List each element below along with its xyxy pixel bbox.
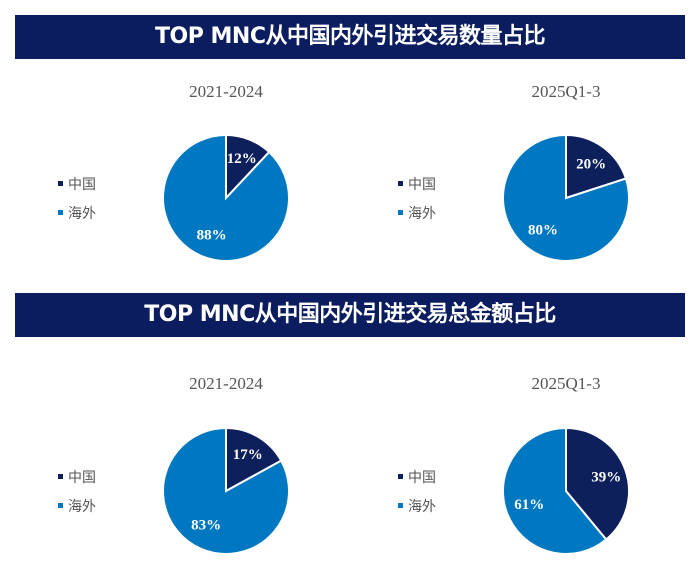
data-label: 61% <box>514 497 544 513</box>
data-label: 39% <box>591 469 621 485</box>
pie-slice-china <box>565 426 630 541</box>
data-label: 12% <box>227 151 257 167</box>
legend-label: 中国 <box>408 176 436 193</box>
pie-slice-overseas <box>502 426 608 555</box>
legend-swatch <box>58 503 63 508</box>
legend-swatch <box>58 181 63 186</box>
legend: 中国 海外 <box>398 462 436 520</box>
legend-label: 海外 <box>68 498 96 515</box>
legend: 中国 海外 <box>398 169 436 227</box>
data-label: 88% <box>197 227 227 243</box>
legend-item: 中国 <box>58 462 96 491</box>
legend: 中国 海外 <box>58 462 96 520</box>
pie-slice-overseas <box>502 133 630 262</box>
legend-swatch <box>398 474 403 479</box>
pie-chart: 17% 83% <box>162 426 290 555</box>
legend: 中国 海外 <box>58 169 96 227</box>
legend-item: 海外 <box>58 198 96 227</box>
pie-slice-overseas <box>162 426 290 555</box>
legend-swatch <box>398 181 403 186</box>
legend-label: 中国 <box>408 469 436 486</box>
legend-item: 中国 <box>398 462 436 491</box>
legend-swatch <box>398 210 403 215</box>
legend-label: 海外 <box>408 498 436 515</box>
pie-chart: 12% 88% <box>162 133 290 262</box>
chart-title: 2025Q1-3 <box>531 82 601 101</box>
section-header-amount: TOP MNC从中国内外引进交易总金额占比 <box>15 293 685 337</box>
section-header-count: TOP MNC从中国内外引进交易数量占比 <box>15 15 685 59</box>
pie-chart: 39% 61% <box>502 426 630 555</box>
legend-item: 海外 <box>58 491 96 520</box>
legend-item: 中国 <box>58 169 96 198</box>
legend-item: 海外 <box>398 491 436 520</box>
legend-item: 中国 <box>398 169 436 198</box>
legend-label: 中国 <box>68 469 96 486</box>
pie-slice-overseas <box>162 133 290 262</box>
legend-label: 海外 <box>68 205 96 222</box>
chart-title: 2021-2024 <box>189 374 263 393</box>
data-label: 80% <box>528 223 558 239</box>
legend-item: 海外 <box>398 198 436 227</box>
pie-slice-china <box>225 426 283 493</box>
data-label: 20% <box>576 156 606 172</box>
chart-title: 2021-2024 <box>189 82 263 101</box>
legend-label: 海外 <box>408 205 436 222</box>
legend-swatch <box>398 503 403 508</box>
legend-swatch <box>58 210 63 215</box>
chart-title: 2025Q1-3 <box>531 374 601 393</box>
pie-chart: 20% 80% <box>502 133 630 262</box>
data-label: 83% <box>191 518 221 534</box>
data-label: 17% <box>233 447 263 463</box>
pie-slice-china <box>565 133 628 200</box>
legend-label: 中国 <box>68 176 96 193</box>
legend-swatch <box>58 474 63 479</box>
